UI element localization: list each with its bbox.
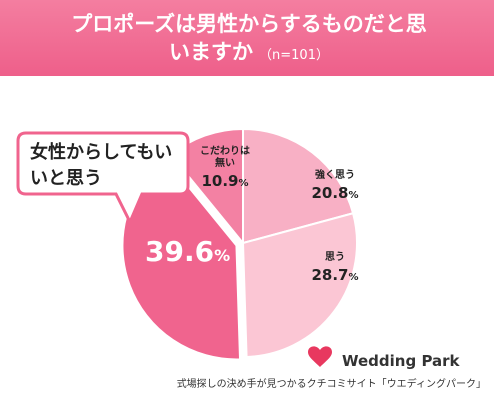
header	[0, 0, 494, 76]
value-label: 39.6%	[145, 235, 230, 268]
value-label: 10.9%	[200, 172, 250, 190]
value-label: 28.7%	[300, 266, 370, 284]
slice-label: こだわりは無い	[200, 146, 250, 169]
value-number: 28.7	[311, 266, 349, 284]
caption: 式場探しの決め手が見つかるクチコミサイト「ウエディングパーク」	[176, 379, 486, 390]
value-number: 39.6	[145, 235, 215, 268]
value-unit: %	[348, 190, 359, 201]
logo: Wedding Park	[342, 352, 460, 370]
value-label: 20.8%	[300, 184, 370, 202]
slice-label: 強く思う	[315, 170, 355, 181]
value-number: 20.8	[311, 184, 349, 202]
slice-label: 思う	[325, 252, 345, 263]
pie-slice	[242, 127, 355, 245]
value-unit: %	[214, 246, 231, 265]
chart-title: プロポーズは男性からするものだと思いますか （n=101）	[68, 10, 430, 70]
logo-heart	[308, 346, 332, 367]
title-text: プロポーズは男性からするものだと思いますか	[71, 12, 427, 64]
value-unit: %	[238, 178, 249, 189]
callout-box	[16, 131, 190, 226]
value-number: 10.9	[201, 172, 239, 190]
value-unit: %	[348, 272, 359, 283]
pie-slice	[241, 212, 358, 358]
callout-label: 女性からしてもいいと思う	[30, 142, 173, 189]
subtitle: （n=101）	[259, 48, 329, 63]
